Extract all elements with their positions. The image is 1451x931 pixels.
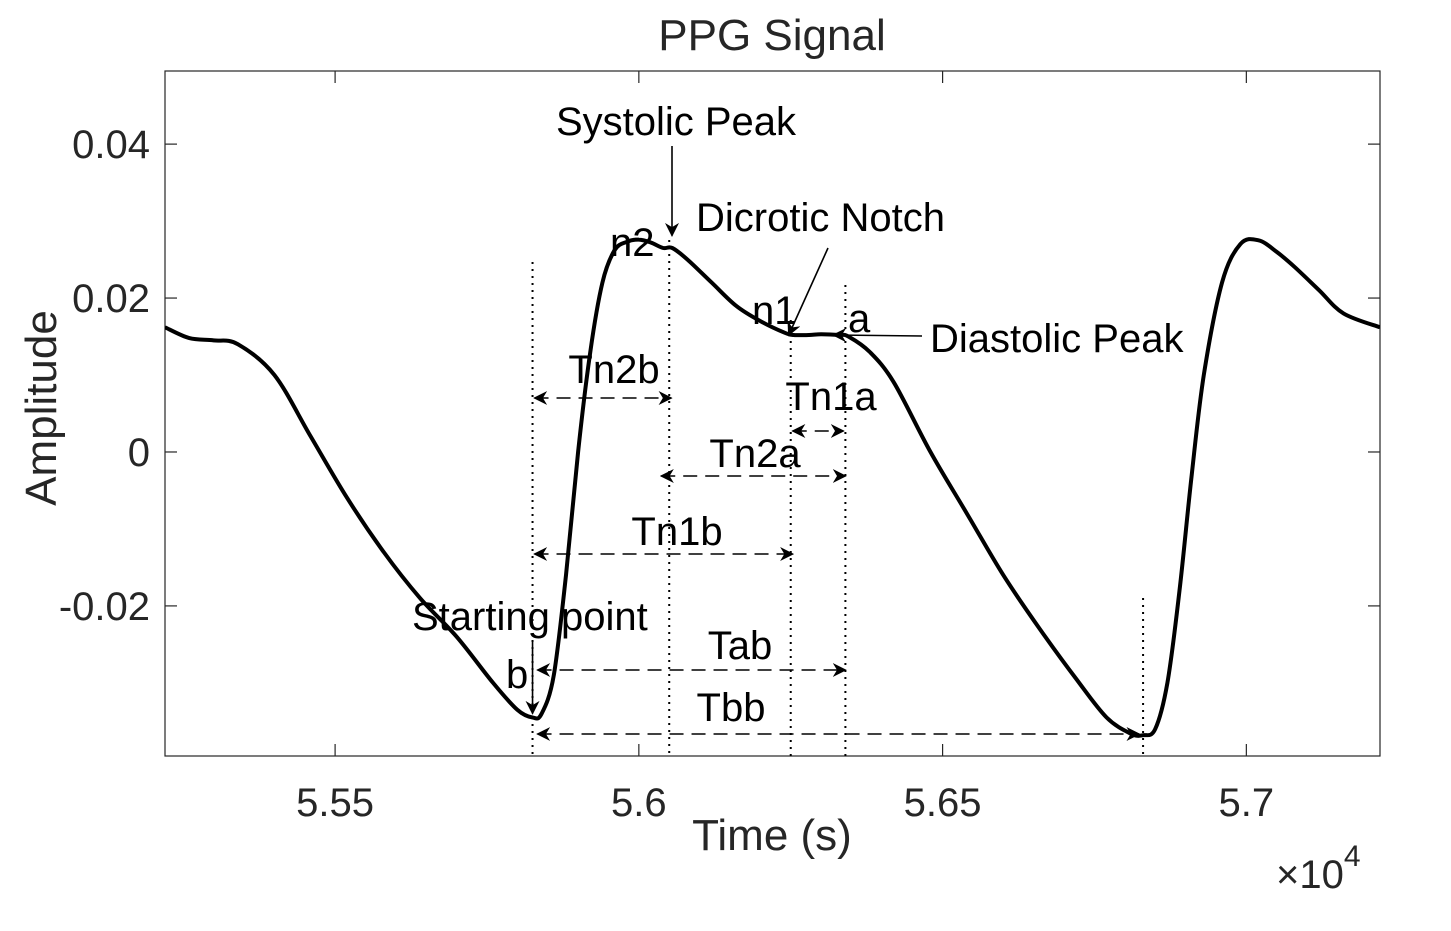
- pointer-diastolic-peak: [832, 328, 923, 343]
- vertical-guides: [531, 240, 1145, 756]
- pointer-arrows: [525, 146, 923, 715]
- x-tick-label: 5.55: [296, 781, 374, 825]
- x-tick-label: 5.6: [611, 781, 667, 825]
- chart-title: PPG Signal: [658, 11, 885, 60]
- axis-ticks: 5.55 5.6 5.65 5.7 0.04 0.02 0 -0.02: [59, 71, 1380, 825]
- x-exponent: ×104: [1276, 840, 1361, 897]
- label-Tn1b: Tn1b: [631, 510, 722, 554]
- y-tick-label: -0.02: [59, 585, 150, 629]
- label-Tn2a: Tn2a: [709, 432, 801, 476]
- label-b: b: [506, 653, 528, 697]
- y-tick-label: 0.04: [72, 123, 150, 167]
- pointer-dicrotic-notch: [787, 247, 829, 337]
- x-tick-label: 5.65: [904, 781, 982, 825]
- x-exponent-base: ×10: [1276, 853, 1344, 897]
- interval-arrows: [533, 391, 1141, 741]
- label-Tn2b: Tn2b: [568, 348, 659, 392]
- label-n2: n2: [610, 221, 655, 265]
- x-tick-label: 5.7: [1219, 781, 1275, 825]
- plot-area: [164, 70, 1381, 757]
- y-tick-label: 0: [128, 431, 150, 475]
- x-exponent-power: 4: [1344, 840, 1361, 873]
- label-Tbb: Tbb: [697, 686, 766, 730]
- annotation-systolic-peak: Systolic Peak: [556, 100, 797, 144]
- annotation-starting-point: Starting point: [412, 595, 648, 639]
- x-axis-label: Time (s): [692, 811, 852, 860]
- annotation-diastolic-peak: Diastolic Peak: [930, 317, 1184, 361]
- label-n1: n1: [752, 289, 797, 333]
- label-a: a: [848, 297, 871, 341]
- series-line-ppg: [165, 237, 1380, 738]
- y-tick-label: 0.02: [72, 277, 150, 321]
- label-Tn1a: Tn1a: [785, 375, 877, 419]
- y-axis-label: Amplitude: [17, 310, 66, 506]
- annotation-dicrotic-notch: Dicrotic Notch: [696, 196, 945, 240]
- label-Tab: Tab: [708, 624, 773, 668]
